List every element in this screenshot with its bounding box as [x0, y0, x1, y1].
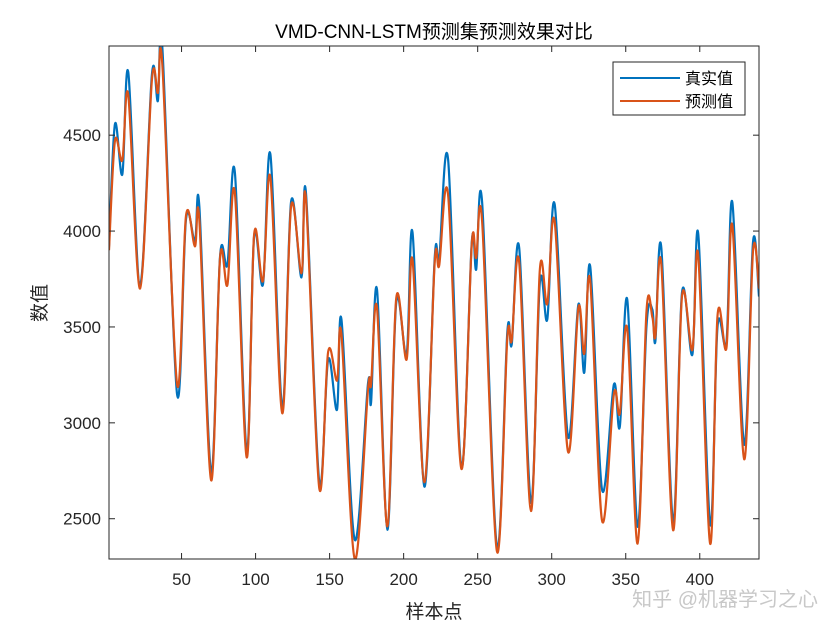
legend-label-true: 真实值	[685, 70, 733, 88]
x-tick-label: 300	[538, 570, 566, 589]
series-group	[109, 46, 759, 559]
y-tick-label: 3500	[63, 318, 101, 337]
series-line-predicted	[109, 46, 759, 559]
legend-box	[612, 61, 746, 116]
x-tick-label: 250	[463, 570, 491, 589]
y-axis: 2500 3000 3500 4000 4500	[63, 126, 759, 529]
x-tick-label: 400	[686, 570, 714, 589]
x-tick-label: 50	[172, 570, 191, 589]
axes-box	[108, 45, 760, 560]
chart-title: VMD-CNN-LSTM预测集预测效果对比	[275, 21, 593, 43]
y-tick-label: 2500	[63, 510, 101, 529]
y-tick-label: 4000	[63, 222, 101, 241]
legend-label-predicted: 预测值	[685, 93, 733, 111]
y-tick-label: 3000	[63, 414, 101, 433]
x-tick-label: 100	[241, 570, 269, 589]
x-tick-label: 200	[389, 570, 417, 589]
x-axis-label: 样本点	[405, 601, 462, 623]
x-tick-label: 350	[612, 570, 640, 589]
x-tick-label: 150	[315, 570, 343, 589]
y-tick-label: 4500	[63, 126, 101, 145]
legend: 真实值 预测值	[612, 61, 746, 116]
watermark: 知乎 @机器学习之心	[632, 588, 818, 611]
x-axis: 50 100 150 200 250 300 350 400	[172, 46, 714, 589]
y-axis-label: 数值	[29, 284, 51, 322]
